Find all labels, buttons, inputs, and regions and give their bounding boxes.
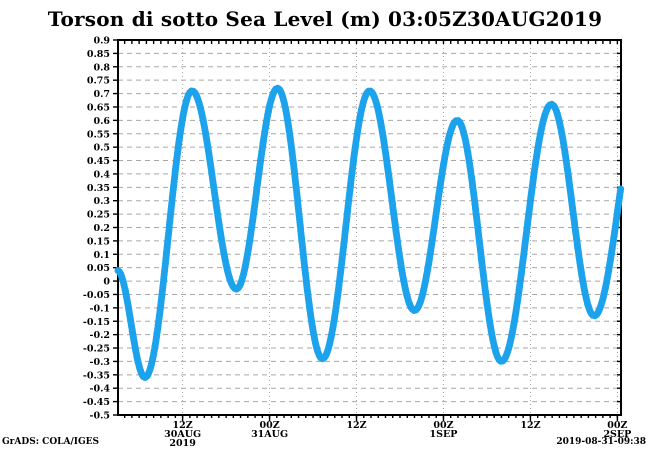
x-tick-label: 00Z xyxy=(433,420,453,431)
y-tick-label: 0.25 xyxy=(87,210,110,221)
y-tick-label: 0.45 xyxy=(87,156,110,167)
y-tick-label: 0.65 xyxy=(87,102,110,113)
chart-title: Torson di sotto Sea Level (m) 03:05Z30AU… xyxy=(47,7,603,31)
x-tick-label: 30AUG xyxy=(164,429,201,440)
y-tick-label: -0.05 xyxy=(83,290,110,301)
y-tick-label: -0.15 xyxy=(83,317,110,328)
axis-labels: 0.9 0.85 0.8 0.75 0.7 0.65 0.6 0.55 0.5 0.45 0.4 0.… xyxy=(83,36,631,450)
x-tick-label: 00Z xyxy=(259,420,279,431)
y-tick-label: -0.2 xyxy=(90,330,110,341)
y-tick-label: 0.75 xyxy=(87,76,110,87)
y-tick-label: -0.3 xyxy=(90,357,110,368)
x-tick-label: 00Z xyxy=(607,420,627,431)
y-tick-label: 0.5 xyxy=(93,143,110,154)
y-tick-label: 0.8 xyxy=(93,62,110,73)
y-tick-label: 0.35 xyxy=(87,183,110,194)
x-tick-label: 12Z xyxy=(520,420,540,431)
y-tick-label: 0.3 xyxy=(93,196,110,207)
x-tick-label: 31AUG xyxy=(251,429,288,440)
plot-timestamp: 2019-08-31-09:38 xyxy=(556,437,646,447)
y-tick-label: -0.25 xyxy=(83,344,110,355)
sea-level-curve xyxy=(114,84,625,381)
x-tick-label: 1SEP xyxy=(430,429,458,440)
y-tick-label: 0.1 xyxy=(93,250,110,261)
y-tick-label: 0.2 xyxy=(93,223,110,234)
y-tick-label: 0.05 xyxy=(87,263,110,274)
y-tick-label: 0.9 xyxy=(93,36,110,47)
y-tick-label: -0.35 xyxy=(83,370,110,381)
plot-frame xyxy=(117,39,622,416)
y-tick-label: 0.55 xyxy=(87,129,110,140)
y-tick-label: -0.45 xyxy=(83,397,110,408)
y-tick-label: 0 xyxy=(103,277,110,288)
y-tick-label: 0.6 xyxy=(93,116,110,127)
y-tick-label: -0.5 xyxy=(90,411,110,422)
y-tick-label: 0.85 xyxy=(87,49,110,60)
x-tick-label: 2SEP xyxy=(603,429,631,440)
curve-underline xyxy=(117,87,622,379)
x-tick-label: 12Z xyxy=(173,420,193,431)
y-tick-label: -0.4 xyxy=(90,384,111,395)
grads-credit: GrADS: COLA/IGES xyxy=(2,437,100,447)
x-tick-label: 2019 xyxy=(169,438,196,449)
y-tick-label: 0.7 xyxy=(93,89,110,100)
y-tick-label: -0.1 xyxy=(90,303,110,314)
y-tick-label: 0.4 xyxy=(93,169,110,180)
y-tick-label: 0.15 xyxy=(87,236,110,247)
x-tick-label: 12Z xyxy=(346,420,366,431)
